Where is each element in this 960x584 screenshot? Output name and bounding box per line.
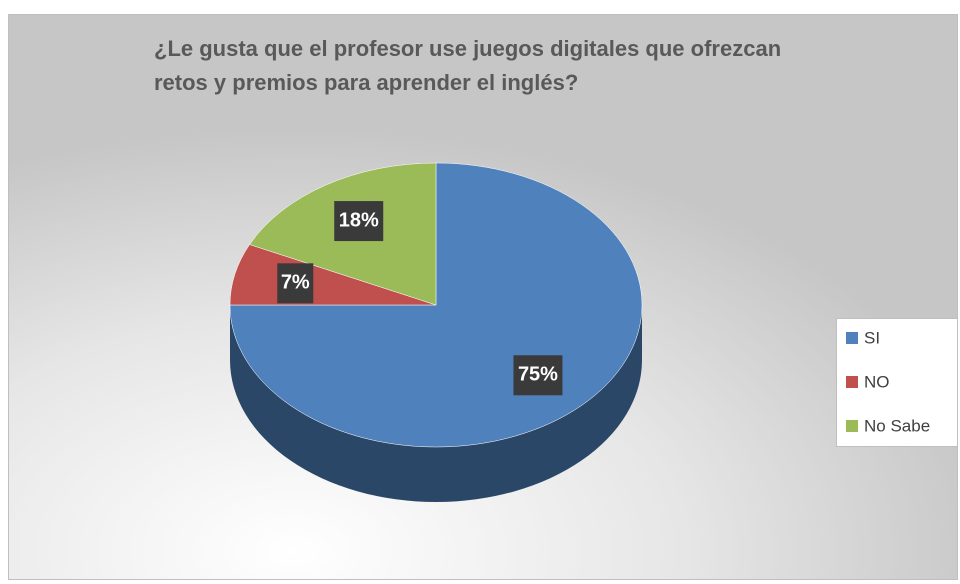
legend-swatch <box>846 332 858 344</box>
legend-swatch <box>846 376 858 388</box>
legend-label: SI <box>864 328 880 347</box>
data-label: 7% <box>281 272 310 294</box>
data-label-box <box>513 355 563 396</box>
data-label: 75% <box>518 364 558 386</box>
pie: 75% 7% 18% <box>229 162 643 502</box>
slice-side <box>230 305 642 502</box>
data-label: 18% <box>339 209 379 231</box>
data-label-box <box>277 263 314 304</box>
chart-title: ¿Le gusta que el profesor use juegos dig… <box>154 36 782 95</box>
data-label-box <box>334 201 384 242</box>
legend-label: NO <box>864 372 890 391</box>
legend-label: No Sabe <box>864 416 930 435</box>
legend-swatch <box>846 420 858 432</box>
legend-items: SI NO No Sabe <box>846 328 930 435</box>
